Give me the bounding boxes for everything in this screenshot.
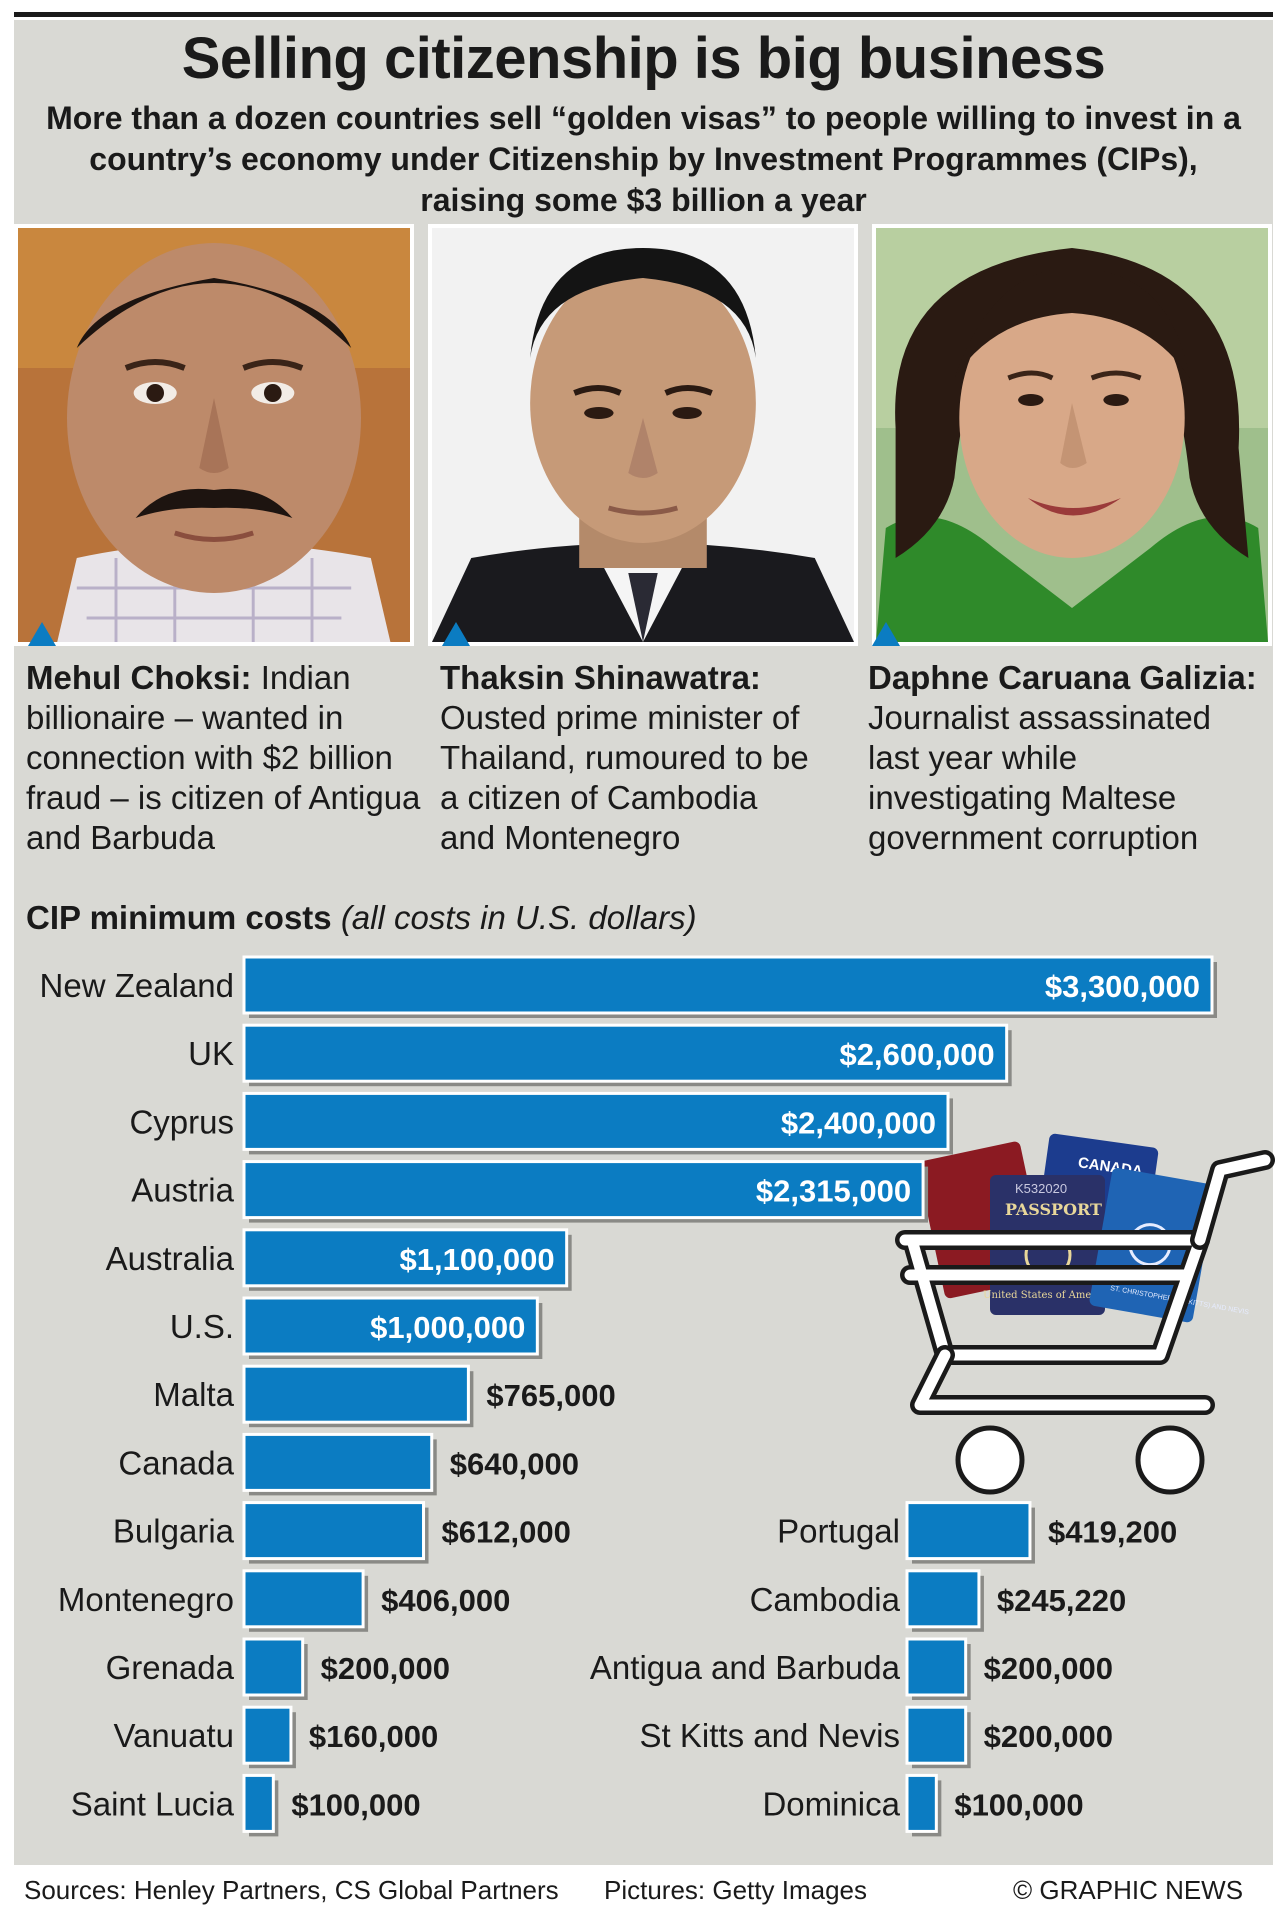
caption-text: Ousted prime minister of Thailand, rumou… <box>440 699 809 856</box>
chart-heading-note: (all costs in U.S. dollars) <box>340 899 697 936</box>
category-label: Saint Lucia <box>71 1785 235 1822</box>
value-label: $3,300,000 <box>1045 969 1200 1004</box>
bar-series-right: Portugal $419,200 Cambodia $245,220 Antigua … <box>590 1501 1177 1837</box>
pointer-triangle-icon <box>442 622 470 646</box>
passport-serial-label: K532020 <box>1015 1181 1067 1196</box>
bar-australia <box>242 1228 569 1288</box>
photo-mehul-choksi <box>14 224 414 646</box>
value-label: $612,000 <box>442 1515 571 1550</box>
page-title: Selling citizenship is big business <box>181 26 1106 91</box>
caption-text: Journalist assassinated last year while … <box>868 699 1212 856</box>
footer-sources: Sources: Henley Partners, CS Global Part… <box>24 1875 559 1905</box>
footer: Sources: Henley Partners, CS Global Part… <box>14 1867 1273 1913</box>
value-label: $100,000 <box>291 1787 420 1822</box>
footer-pictures: Pictures: Getty Images <box>604 1875 867 1905</box>
value-label: $406,000 <box>381 1583 510 1618</box>
category-label: Austria <box>131 1172 234 1209</box>
caption-mehul-choksi: Mehul Choksi: Indian billionaire – wante… <box>26 658 426 858</box>
value-label: $1,100,000 <box>400 1242 555 1277</box>
photo-thaksin-shinawatra <box>428 224 858 646</box>
value-label: $200,000 <box>321 1651 450 1686</box>
page-subtitle: More than a dozen countries sell “golden… <box>46 100 1241 218</box>
footer-credit: © GRAPHIC NEWS <box>1013 1875 1244 1905</box>
bar-new-zealand <box>242 955 1214 1015</box>
bar-uk <box>242 1023 1009 1083</box>
value-label: $245,220 <box>997 1583 1126 1618</box>
category-label: Dominica <box>762 1785 900 1822</box>
caption-text: Indian billionaire – wanted in connectio… <box>26 659 421 856</box>
caption-daphne-caruana-galizia: Daphne Caruana Galizia: Journalist assas… <box>868 658 1268 858</box>
value-label: $200,000 <box>984 1719 1113 1754</box>
bar-montenegro <box>242 1569 365 1629</box>
category-label: Montenegro <box>58 1581 234 1618</box>
category-label: St Kitts and Nevis <box>640 1717 900 1754</box>
category-label: Grenada <box>106 1649 235 1686</box>
bar-portugal <box>905 1501 1032 1561</box>
value-label: $100,000 <box>954 1787 1083 1822</box>
bar-saint-lucia <box>242 1773 275 1833</box>
pointer-triangle-icon <box>28 622 56 646</box>
value-label: $160,000 <box>309 1719 438 1754</box>
bar-grenada <box>242 1637 305 1697</box>
value-label: $1,000,000 <box>370 1310 525 1345</box>
value-label: $640,000 <box>450 1446 579 1481</box>
category-label: U.S. <box>170 1308 234 1345</box>
value-label: $2,600,000 <box>840 1037 995 1072</box>
category-label: Canada <box>118 1444 234 1481</box>
shopping-cart-icon: CANADA K532020 PASSPORT United States of… <box>895 1133 1275 1495</box>
chart-heading: CIP minimum costs (all costs in U.S. dol… <box>26 898 697 938</box>
value-label: $765,000 <box>486 1378 615 1413</box>
category-label: New Zealand <box>40 967 234 1004</box>
top-rule <box>14 12 1273 17</box>
category-label: Australia <box>106 1240 235 1277</box>
category-label: Cyprus <box>129 1103 234 1140</box>
bar-austria <box>242 1160 925 1220</box>
category-label: UK <box>188 1035 234 1072</box>
chart-heading-title: CIP minimum costs <box>26 899 332 936</box>
bar-vanuatu <box>242 1705 293 1765</box>
category-label: Cambodia <box>750 1581 901 1618</box>
bar-malta <box>242 1364 470 1424</box>
category-label: Portugal <box>777 1513 900 1550</box>
value-label: $419,200 <box>1048 1515 1177 1550</box>
bar-st-kitts-and-nevis <box>905 1705 968 1765</box>
bar-dominica <box>905 1773 938 1833</box>
portrait-woman-smiling <box>876 228 1268 642</box>
portrait-man-mustache <box>18 228 410 642</box>
bar-antigua-and-barbuda <box>905 1637 968 1697</box>
passport-title-label: PASSPORT <box>1005 1200 1102 1219</box>
caption-thaksin-shinawatra: Thaksin Shinawatra: Ousted prime ministe… <box>440 658 810 858</box>
category-label: Malta <box>153 1376 234 1413</box>
caption-name: Daphne Caruana Galizia: <box>868 659 1257 696</box>
caption-name: Thaksin Shinawatra: <box>440 659 761 696</box>
value-label: $200,000 <box>984 1651 1113 1686</box>
value-label: $2,315,000 <box>756 1174 911 1209</box>
category-label: Vanuatu <box>114 1717 235 1754</box>
pointer-triangle-icon <box>872 622 900 646</box>
value-label: $2,400,000 <box>781 1105 936 1140</box>
bar-cyprus <box>242 1091 950 1151</box>
bar-bulgaria <box>242 1501 426 1561</box>
bar-canada <box>242 1432 434 1492</box>
photo-daphne-caruana-galizia <box>872 224 1272 646</box>
caption-name: Mehul Choksi: <box>26 659 252 696</box>
portrait-man-suit <box>432 228 854 642</box>
bar-u-s- <box>242 1296 539 1356</box>
category-label: Bulgaria <box>113 1513 235 1550</box>
bar-cambodia <box>905 1569 981 1629</box>
category-label: Antigua and Barbuda <box>590 1649 901 1686</box>
bar-series-left: New Zealand $3,300,000 UK $2,600,000 Cyprus $… <box>40 955 1217 1837</box>
passport-country-label: United States of America <box>983 1290 1111 1301</box>
